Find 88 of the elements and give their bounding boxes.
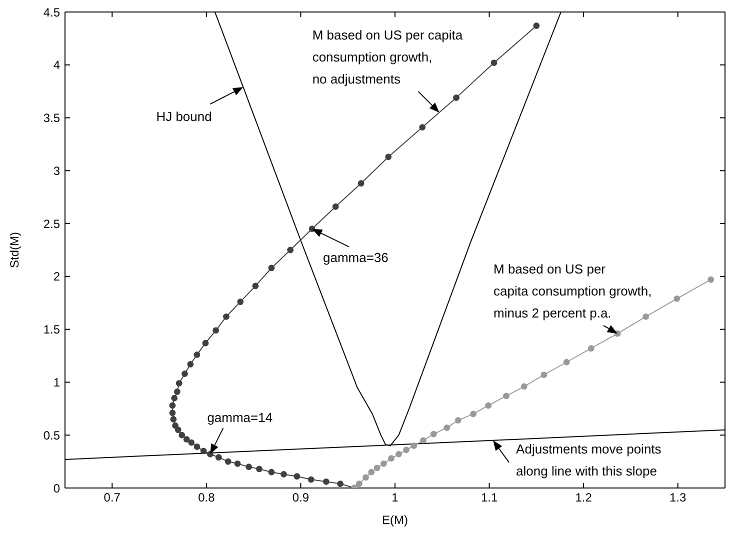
point [171, 394, 178, 402]
point [287, 246, 294, 254]
point [454, 417, 462, 424]
x-tick-label: 1.2 [575, 490, 592, 505]
point [187, 361, 194, 368]
point [380, 460, 387, 467]
annotation: HJ bound [156, 109, 212, 124]
point [294, 473, 300, 480]
point [403, 446, 410, 454]
point [444, 424, 450, 431]
point [224, 458, 232, 465]
point [419, 124, 426, 130]
point [215, 454, 222, 461]
point [280, 471, 287, 478]
y-tick-label: 4.5 [43, 5, 60, 20]
point [237, 298, 244, 306]
point [374, 464, 380, 472]
point [642, 313, 649, 320]
point [174, 388, 180, 395]
x-axis-title: E(M) [382, 513, 408, 527]
point [172, 422, 179, 429]
point [178, 432, 186, 438]
point [176, 380, 182, 386]
x-tick-label: 1.3 [670, 490, 687, 505]
annotation: M based on US per capita consumption growth, no adjustments [312, 27, 464, 86]
point [430, 430, 437, 438]
point [674, 295, 680, 302]
point [268, 468, 275, 476]
annotation: M based on US per capita consumption growth, minus 2 percent p.a. [494, 262, 652, 321]
point [246, 464, 252, 470]
point [169, 402, 176, 409]
y-tick-label: 0 [53, 481, 60, 496]
x-tick-label: 0.8 [198, 490, 216, 505]
point [485, 402, 492, 409]
point [533, 22, 540, 29]
point [420, 437, 426, 444]
point [234, 460, 241, 467]
point [385, 154, 392, 160]
annotation: Adjustments move points along line with this slope [516, 441, 662, 478]
point [358, 180, 364, 187]
y-tick-label: 2 [53, 270, 60, 284]
point [337, 480, 344, 487]
point [194, 352, 200, 358]
y-tick-label: 3 [53, 164, 60, 178]
x-tick-label: 0.9 [292, 490, 310, 505]
point [503, 392, 510, 400]
point [170, 416, 177, 422]
y-tick-label: 2.5 [43, 216, 60, 231]
x-tick-label: 0.7 [104, 490, 121, 505]
point [388, 455, 394, 462]
point [356, 480, 362, 487]
point [182, 370, 188, 377]
point [708, 276, 714, 283]
point [453, 94, 460, 101]
point [183, 436, 190, 443]
point [362, 474, 369, 481]
point [368, 468, 375, 476]
x-tick-label: 1.1 [480, 490, 498, 505]
annotation: gamma=14 [207, 410, 273, 426]
x-tick-label: 1 [392, 490, 399, 505]
point [396, 450, 402, 458]
point [410, 442, 418, 449]
point [194, 444, 200, 450]
y-axis-title: Std(M) [7, 232, 22, 268]
point [212, 327, 220, 334]
point [322, 478, 330, 485]
point [308, 476, 314, 483]
point [200, 448, 207, 454]
y-tick-label: 1.5 [43, 322, 60, 337]
point [563, 358, 570, 366]
point [540, 372, 548, 378]
y-tick-label: 1 [53, 375, 60, 390]
annotation: gamma=36 [323, 250, 388, 265]
point [588, 345, 594, 352]
point [268, 264, 275, 272]
point [188, 439, 195, 446]
point [256, 466, 262, 472]
y-tick-label: 4 [53, 58, 60, 72]
y-tick-label: 0.5 [43, 428, 60, 442]
point [332, 203, 339, 210]
point [520, 383, 528, 390]
point [252, 282, 259, 290]
point [169, 410, 176, 416]
point [223, 313, 230, 320]
y-tick-label: 3.5 [43, 111, 60, 126]
point [202, 340, 209, 346]
point [470, 410, 476, 418]
point [490, 60, 498, 66]
